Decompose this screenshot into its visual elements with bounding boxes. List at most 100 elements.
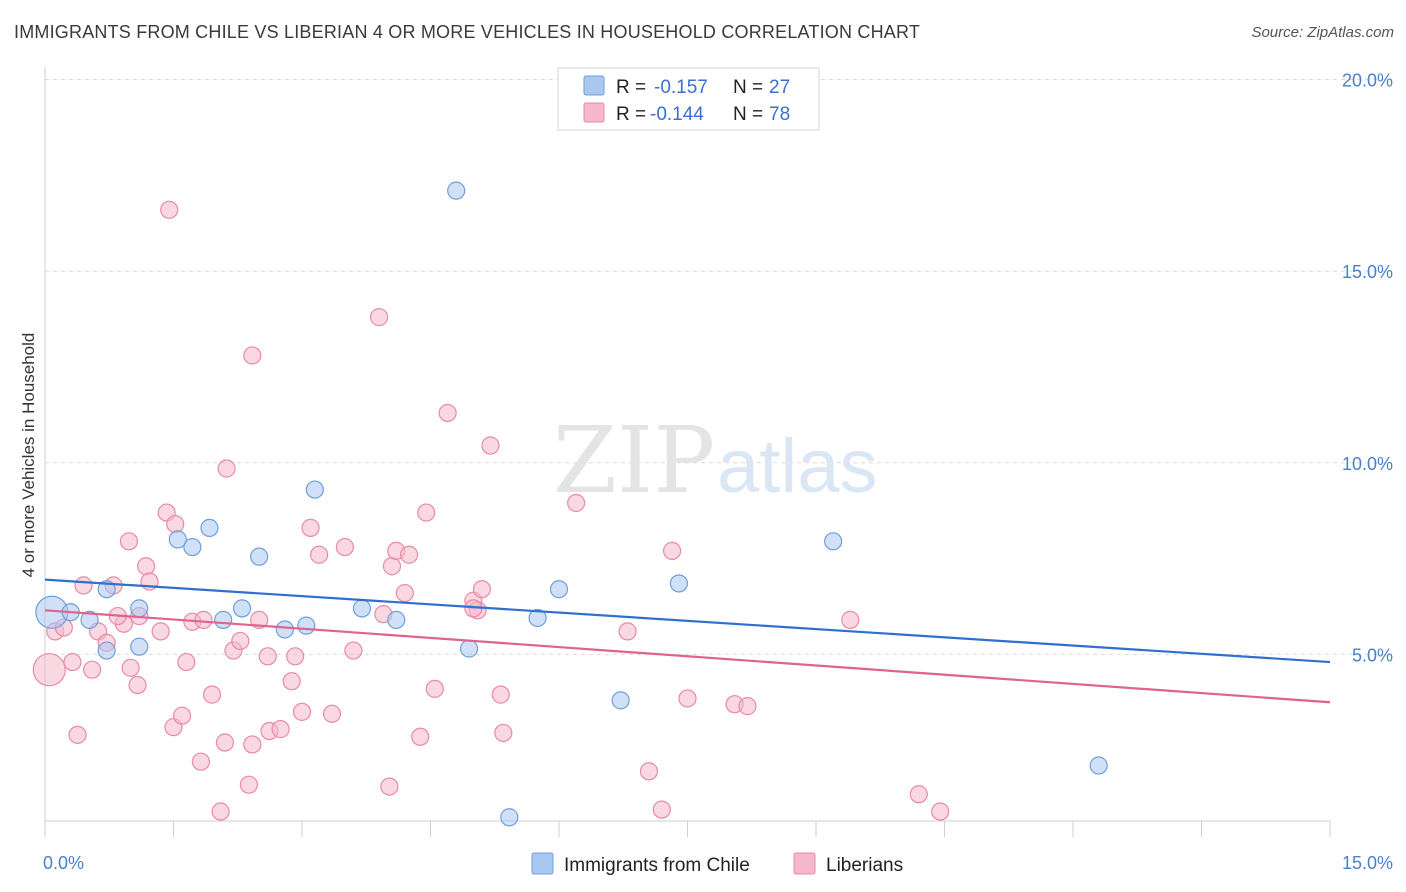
series-legend-swatch-chile bbox=[531, 852, 554, 875]
liberian-point-16 bbox=[151, 622, 170, 641]
liberian-point-51 bbox=[399, 545, 419, 564]
chile-point-25 bbox=[824, 532, 843, 551]
stats-legend-swatch-pink bbox=[583, 102, 605, 123]
liberian-point-42 bbox=[322, 704, 342, 723]
liberian-point-62 bbox=[567, 493, 586, 513]
y-axis-label: 4 or more Vehicles in Household bbox=[19, 333, 38, 578]
liberian-point-63 bbox=[618, 622, 637, 641]
liberian-point-74 bbox=[243, 346, 262, 365]
liberian-point-19 bbox=[166, 514, 185, 534]
chile-point-19 bbox=[459, 639, 479, 658]
liberian-point-36 bbox=[271, 720, 290, 739]
y-tick-label-2: 15.0% bbox=[1342, 262, 1393, 282]
liberian-point-69 bbox=[738, 697, 757, 716]
liberian-point-39 bbox=[292, 702, 312, 721]
chile-point-6 bbox=[130, 637, 149, 656]
trend-lines bbox=[44, 578, 1331, 704]
liberian-point-24 bbox=[194, 610, 213, 629]
liberian-point-55 bbox=[438, 403, 457, 423]
liberian-point-61 bbox=[494, 723, 513, 743]
x-tick-label-1: 15.0% bbox=[1342, 853, 1393, 873]
chile-point-26 bbox=[1089, 756, 1108, 775]
liberian-point-26 bbox=[211, 802, 230, 821]
source-label: Source: ZipAtlas.com bbox=[1251, 24, 1394, 41]
liberian-point-13 bbox=[128, 675, 147, 695]
watermark-atlas: atlas bbox=[717, 424, 878, 509]
stats-legend-r-value-blue: -0.157 bbox=[654, 77, 708, 98]
liberian-point-23 bbox=[191, 752, 211, 771]
chile-point-17 bbox=[387, 610, 406, 629]
stats-legend-r-label-pink: R = bbox=[616, 104, 646, 125]
stats-legend-n-value-pink: 78 bbox=[769, 104, 790, 125]
series-legend-swatch-liberians bbox=[793, 852, 816, 875]
axes bbox=[44, 67, 1331, 837]
chile-point-9 bbox=[200, 518, 219, 538]
liberian-point-73 bbox=[160, 200, 179, 219]
liberian-point-27 bbox=[215, 733, 234, 752]
liberians-trend-line bbox=[44, 609, 1331, 704]
chile-point-8 bbox=[183, 537, 202, 557]
liberian-point-11 bbox=[119, 532, 139, 551]
chile-point-14 bbox=[297, 616, 316, 635]
chile-point-24 bbox=[669, 574, 689, 593]
liberian-point-0 bbox=[32, 653, 66, 687]
liberian-point-4 bbox=[68, 725, 87, 744]
chile-point-13 bbox=[275, 620, 294, 639]
series-legend-label-chile: Immigrants from Chile bbox=[564, 855, 750, 876]
liberian-point-38 bbox=[286, 647, 305, 666]
liberian-point-43 bbox=[335, 537, 354, 557]
liberian-point-14 bbox=[136, 557, 156, 576]
liberian-point-20 bbox=[172, 706, 192, 725]
chile-point-22 bbox=[549, 580, 569, 599]
liberian-point-65 bbox=[652, 800, 671, 819]
grid bbox=[45, 79, 1392, 655]
liberian-point-53 bbox=[417, 503, 436, 522]
liberian-point-52 bbox=[411, 727, 430, 746]
chile-point-2 bbox=[80, 610, 99, 629]
x-tick-label-0: 0.0% bbox=[43, 853, 84, 873]
chart-title: IMMIGRANTS FROM CHILE VS LIBERIAN 4 OR M… bbox=[14, 22, 921, 42]
stats-legend-n-label-blue: N = bbox=[733, 77, 763, 98]
liberian-point-54 bbox=[425, 679, 444, 698]
stats-legend-swatch-blue bbox=[583, 75, 605, 96]
liberian-point-32 bbox=[243, 735, 262, 754]
liberian-point-66 bbox=[662, 541, 682, 560]
y-tick-label-3: 20.0% bbox=[1342, 71, 1393, 91]
chile-point-20 bbox=[500, 808, 519, 827]
stats-legend-r-value-pink: -0.144 bbox=[650, 104, 704, 125]
liberian-point-71 bbox=[909, 785, 928, 804]
liberian-point-5 bbox=[74, 576, 93, 595]
stats-legend: R = -0.157 N = 27 R = -0.144 N = 78 bbox=[557, 67, 820, 131]
liberian-point-6 bbox=[83, 660, 102, 679]
liberian-point-70 bbox=[841, 610, 860, 629]
liberian-point-58 bbox=[472, 580, 491, 599]
chile-point-15 bbox=[305, 480, 324, 499]
liberian-point-34 bbox=[258, 647, 277, 666]
liberian-point-60 bbox=[491, 685, 510, 704]
liberian-point-12 bbox=[121, 658, 140, 677]
liberian-point-21 bbox=[177, 652, 196, 672]
liberian-point-47 bbox=[380, 777, 399, 796]
watermark: ZIP atlas bbox=[553, 407, 878, 514]
liberian-point-28 bbox=[217, 459, 236, 478]
chile-point-7 bbox=[168, 530, 187, 549]
chile-point-18 bbox=[447, 181, 466, 200]
liberian-point-37 bbox=[282, 672, 301, 691]
liberian-point-64 bbox=[639, 762, 659, 781]
chile-point-4 bbox=[97, 641, 116, 660]
liberian-point-3 bbox=[63, 652, 82, 672]
stats-legend-n-value-blue: 27 bbox=[769, 77, 790, 98]
chile-point-3 bbox=[97, 580, 116, 599]
liberian-point-40 bbox=[301, 518, 320, 538]
y-tick-label-0: 5.0% bbox=[1352, 645, 1393, 665]
liberian-point-67 bbox=[678, 689, 697, 708]
tick-labels: 5.0% 10.0% 15.0% 20.0% 0.0% 15.0% bbox=[43, 71, 1393, 874]
liberian-point-30 bbox=[231, 631, 250, 651]
liberian-point-41 bbox=[310, 545, 329, 564]
chile-point-23 bbox=[611, 691, 630, 710]
liberian-point-50 bbox=[395, 583, 414, 603]
chile-point-21 bbox=[528, 608, 547, 628]
liberian-point-33 bbox=[250, 610, 269, 629]
chile-point-10 bbox=[214, 610, 233, 629]
